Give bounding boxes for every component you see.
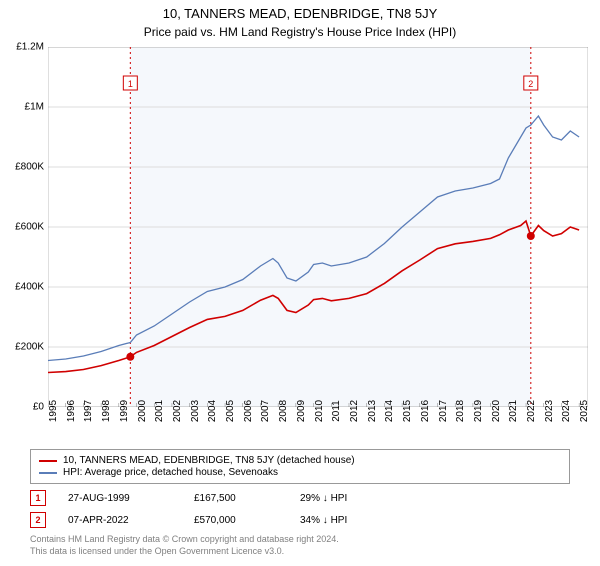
x-tick-label: 2013 <box>367 400 378 422</box>
x-tick-label: 2021 <box>508 400 519 422</box>
x-tick-label: 2017 <box>438 400 449 422</box>
y-tick-label: £1M <box>25 102 44 113</box>
y-axis-labels: £0£200K£400K£600K£800K£1M£1.2M <box>4 47 44 407</box>
svg-text:2: 2 <box>528 79 533 89</box>
legend-item: HPI: Average price, detached house, Seve… <box>39 467 561 478</box>
x-tick-label: 2011 <box>331 400 342 422</box>
x-tick-label: 1999 <box>119 400 130 422</box>
x-tick-label: 1997 <box>83 400 94 422</box>
x-tick-label: 2003 <box>190 400 201 422</box>
x-tick-label: 2001 <box>154 400 165 422</box>
footer-line-2: This data is licensed under the Open Gov… <box>30 546 570 558</box>
x-tick-label: 2012 <box>349 400 360 422</box>
sale-price: £570,000 <box>194 515 294 526</box>
legend-label: 10, TANNERS MEAD, EDENBRIDGE, TN8 5JY (d… <box>63 455 355 466</box>
legend: 10, TANNERS MEAD, EDENBRIDGE, TN8 5JY (d… <box>30 449 570 484</box>
y-tick-label: £1.2M <box>16 42 44 53</box>
x-tick-label: 2020 <box>491 400 502 422</box>
x-tick-label: 2006 <box>243 400 254 422</box>
x-tick-label: 2008 <box>278 400 289 422</box>
x-tick-label: 1996 <box>66 400 77 422</box>
svg-text:1: 1 <box>128 79 133 89</box>
x-tick-label: 2009 <box>296 400 307 422</box>
sale-row: 1 27-AUG-1999 £167,500 29% ↓ HPI <box>30 490 570 506</box>
y-tick-label: £0 <box>33 402 44 413</box>
x-tick-label: 2005 <box>225 400 236 422</box>
x-axis-labels: 1995199619971998199920002001200220032004… <box>48 407 588 445</box>
chart-plot: 12 <box>48 47 588 407</box>
sale-marker-box: 2 <box>30 512 46 528</box>
y-tick-label: £200K <box>15 342 44 353</box>
x-tick-label: 2016 <box>420 400 431 422</box>
x-tick-label: 2019 <box>473 400 484 422</box>
sale-price: £167,500 <box>194 493 294 504</box>
x-tick-label: 2014 <box>384 400 395 422</box>
y-tick-label: £600K <box>15 222 44 233</box>
x-tick-label: 2018 <box>455 400 466 422</box>
chart-area: £0£200K£400K£600K£800K£1M£1.2M 12 <box>48 47 588 407</box>
x-tick-label: 1995 <box>48 400 59 422</box>
y-tick-label: £400K <box>15 282 44 293</box>
x-tick-label: 1998 <box>101 400 112 422</box>
page-subtitle: Price paid vs. HM Land Registry's House … <box>0 25 600 39</box>
legend-item: 10, TANNERS MEAD, EDENBRIDGE, TN8 5JY (d… <box>39 455 561 466</box>
x-tick-label: 2004 <box>207 400 218 422</box>
footer-line-1: Contains HM Land Registry data © Crown c… <box>30 534 570 546</box>
sale-date: 07-APR-2022 <box>68 515 188 526</box>
sale-marker-box: 1 <box>30 490 46 506</box>
x-tick-label: 2023 <box>544 400 555 422</box>
sales-table: 1 27-AUG-1999 £167,500 29% ↓ HPI 2 07-APR-202… <box>0 490 600 528</box>
x-tick-label: 2022 <box>526 400 537 422</box>
legend-swatch <box>39 472 57 474</box>
footer-attribution: Contains HM Land Registry data © Crown c… <box>30 534 570 557</box>
y-tick-label: £800K <box>15 162 44 173</box>
sale-date: 27-AUG-1999 <box>68 493 188 504</box>
x-tick-label: 2000 <box>137 400 148 422</box>
x-tick-label: 2015 <box>402 400 413 422</box>
x-tick-label: 2002 <box>172 400 183 422</box>
legend-swatch <box>39 460 57 462</box>
sale-hpi-delta: 29% ↓ HPI <box>300 493 410 504</box>
x-tick-label: 2025 <box>579 400 590 422</box>
sale-hpi-delta: 34% ↓ HPI <box>300 515 410 526</box>
x-tick-label: 2024 <box>561 400 572 422</box>
x-tick-label: 2010 <box>314 400 325 422</box>
sale-row: 2 07-APR-2022 £570,000 34% ↓ HPI <box>30 512 570 528</box>
chart-container: 10, TANNERS MEAD, EDENBRIDGE, TN8 5JY Pr… <box>0 6 600 566</box>
legend-label: HPI: Average price, detached house, Seve… <box>63 467 278 478</box>
x-tick-label: 2007 <box>260 400 271 422</box>
page-title: 10, TANNERS MEAD, EDENBRIDGE, TN8 5JY <box>0 6 600 21</box>
